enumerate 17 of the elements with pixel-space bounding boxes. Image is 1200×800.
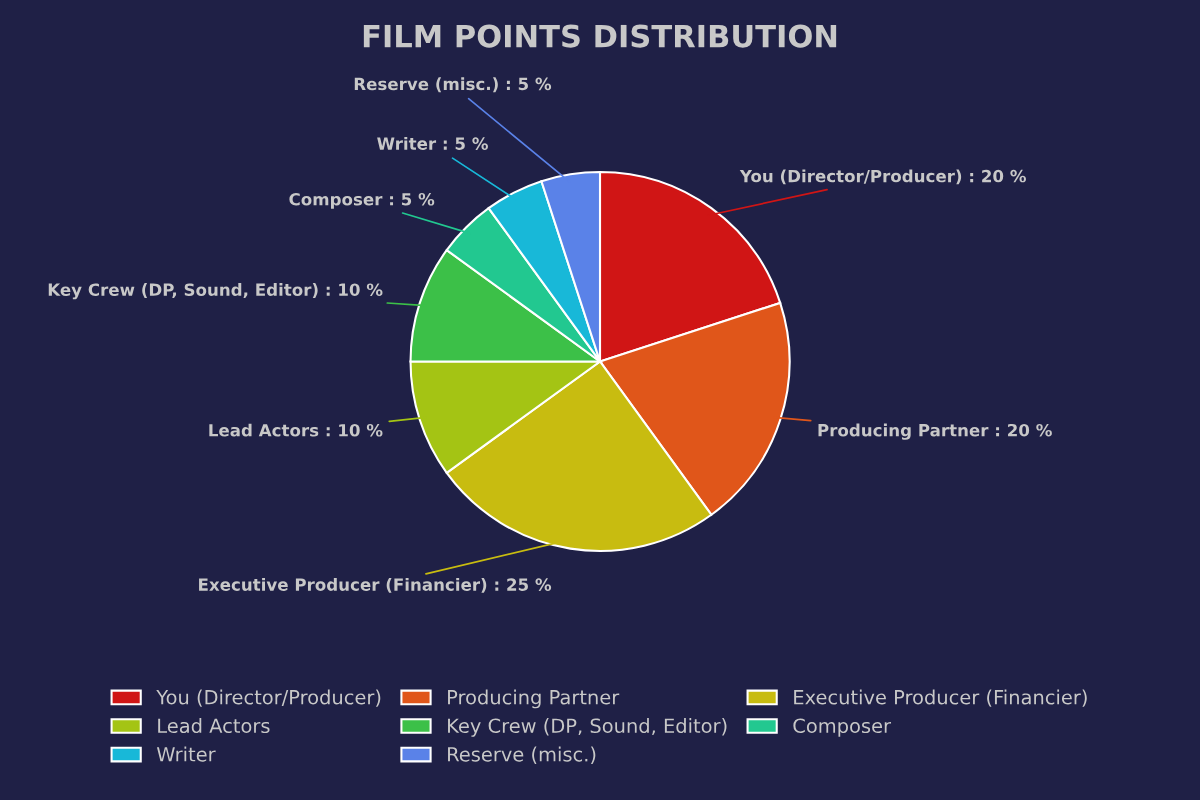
data-label: Writer : 5 % [377, 136, 488, 150]
data-label: Lead Actors : 10 % [209, 423, 383, 437]
legend-label: Key Crew (DP, Sound, Editor) [448, 718, 727, 737]
data-label: Executive Producer (Financier) : 25 % [199, 577, 552, 593]
legend-label: Writer [156, 746, 216, 762]
legend-label: Producing Partner [448, 689, 620, 709]
legend-label: Reserve (misc.) [448, 746, 596, 764]
legend-label: Composer [793, 718, 892, 737]
legend-label: Executive Producer (Financier) [794, 689, 1087, 707]
data-label: You (Director/Producer) : 20 % [739, 169, 1026, 185]
chart-title: FILM POINTS DISTRIBUTION [363, 24, 837, 48]
data-label: Composer : 5 % [289, 192, 435, 209]
data-label: Producing Partner : 20 % [818, 423, 1052, 440]
legend-label: Lead Actors [158, 718, 270, 734]
data-label: Key Crew (DP, Sound, Editor) : 10 % [48, 283, 383, 300]
legend-label: You (Director/Producer) [156, 689, 381, 707]
data-label: Reserve (misc.) : 5 % [354, 77, 552, 93]
